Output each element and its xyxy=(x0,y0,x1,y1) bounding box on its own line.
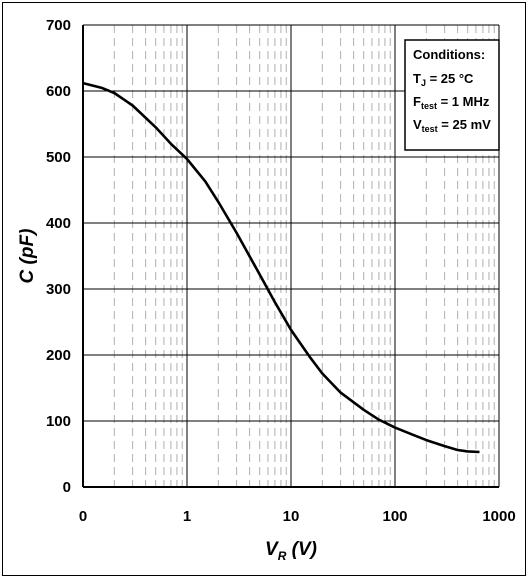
x-tick-label: 1000 xyxy=(482,508,515,525)
condition-line: Vtest = 25 mV xyxy=(413,117,491,134)
conditions-border xyxy=(404,39,500,151)
capacitance-chart: 0 100 200 300 400 500 600 700 0 1 10 100 1000 C (pF)… xyxy=(17,17,516,563)
y-tick-label: 100 xyxy=(46,413,71,430)
plot-area xyxy=(82,81,480,454)
x-tick-label: 1 xyxy=(183,508,191,525)
capacitance-curve xyxy=(82,81,480,454)
condition-line: TJ = 25 °C xyxy=(413,71,474,88)
y-tick-label: 300 xyxy=(46,281,71,298)
x-axis-label: VR (V) xyxy=(265,539,317,563)
axes xyxy=(82,25,499,488)
tick-labels: 0 100 200 300 400 500 600 700 0 1 10 100 1000 xyxy=(46,17,516,525)
conditions-title: Conditions: xyxy=(413,47,485,62)
x-tick-label: 10 xyxy=(283,508,300,525)
x-tick-label: 100 xyxy=(382,508,407,525)
y-tick-label: 400 xyxy=(46,215,71,232)
y-tick-label: 0 xyxy=(63,479,71,496)
y-tick-label: 500 xyxy=(46,149,71,166)
y-tick-label: 200 xyxy=(46,347,71,364)
conditions-box: Conditions: TJ = 25 °C Ftest = 1 MHz Vtest … xyxy=(404,39,500,151)
y-axis-label: C (pF) xyxy=(17,229,38,284)
x-tick-label: 0 xyxy=(79,508,87,525)
y-tick-label: 700 xyxy=(46,17,71,34)
y-tick-label: 600 xyxy=(46,83,71,100)
condition-line: Ftest = 1 MHz xyxy=(413,94,490,111)
chart-frame: 0 100 200 300 400 500 600 700 0 1 10 100 1000 C (pF)… xyxy=(2,2,526,576)
